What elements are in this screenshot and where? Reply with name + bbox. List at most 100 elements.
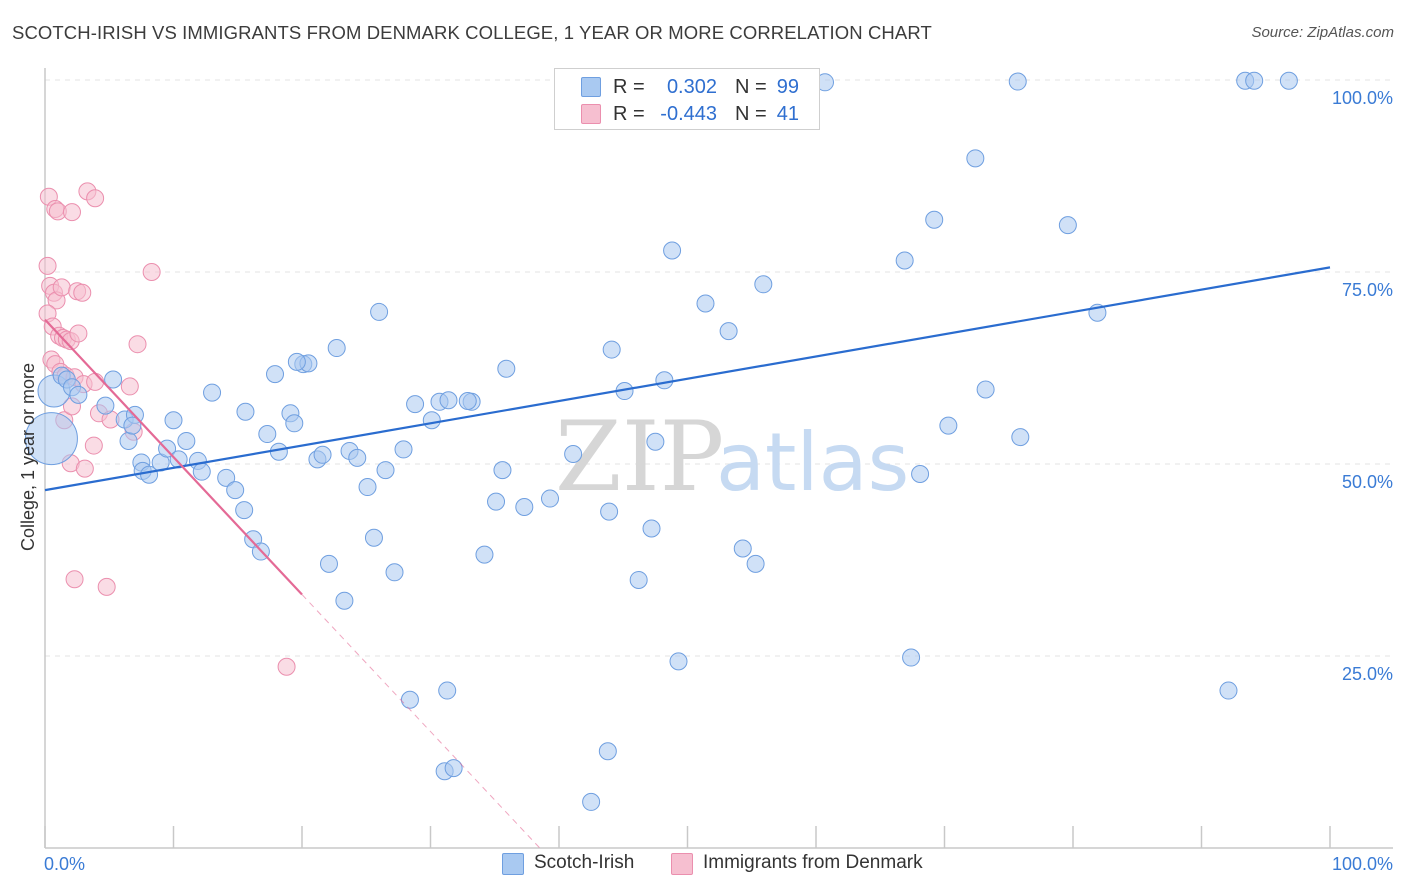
scotch-irish-point <box>895 251 914 270</box>
legend-row-scotch-irish: R = 0.302 N = 99 <box>555 74 819 102</box>
y-tick-label: 25.0% <box>1342 664 1393 684</box>
scotch-irish-point <box>696 294 715 313</box>
scotch-irish-point <box>966 149 985 168</box>
denmark-point <box>120 377 139 396</box>
scotch-irish-point <box>1279 71 1298 90</box>
n-label: N = <box>735 76 767 98</box>
x-tick-label: 0.0% <box>44 854 85 874</box>
scotch-irish-point <box>642 519 661 538</box>
scotch-irish-point <box>582 792 601 811</box>
scotch-irish-point <box>422 411 441 430</box>
scotch-irish-point <box>235 501 254 520</box>
scotch-irish-point <box>177 431 196 450</box>
immigrants-from-denmark-swatch <box>581 104 601 124</box>
scotch-irish-point <box>444 759 463 778</box>
scotch-irish-point <box>96 396 115 415</box>
y-tick-label: 100.0% <box>1332 88 1393 108</box>
scotch-irish-point <box>669 652 688 671</box>
scotch-irish-point <box>564 445 583 464</box>
denmark-point <box>65 570 84 589</box>
denmark-point <box>86 372 105 391</box>
scotch-irish-point <box>104 370 123 389</box>
scotch-irish-point <box>911 464 930 483</box>
chart-title: SCOTCH-IRISH VS IMMIGRANTS FROM DENMARK … <box>12 22 932 43</box>
scotch-irish-point <box>217 468 236 487</box>
series-legend: Scotch-Irish Immigrants from Denmark <box>0 850 1406 878</box>
y-axis-title: College, 1 year or more <box>18 363 38 551</box>
scotch-irish-point <box>335 591 354 610</box>
n-value: 41 <box>776 103 799 125</box>
legend-label-scotch-irish: Scotch-Irish <box>534 852 635 873</box>
scotch-irish-point <box>939 416 958 435</box>
scotch-irish-trend-line <box>44 266 1331 492</box>
denmark-point <box>73 283 92 302</box>
legend-label-immigrants-from-denmark: Immigrants from Denmark <box>703 852 923 873</box>
scotch-irish-point <box>719 322 738 341</box>
r-value: -0.443 <box>660 103 717 125</box>
scotch-irish-point <box>1058 216 1077 235</box>
scotch-irish-point <box>438 681 457 700</box>
scotch-irish-points <box>24 71 1298 811</box>
scotch-irish-point <box>1219 681 1238 700</box>
scotch-irish-point <box>385 563 404 582</box>
r-label: R = <box>613 76 645 98</box>
denmark-trend-line <box>44 318 303 596</box>
y-tick-label: 50.0% <box>1342 472 1393 492</box>
scotch-irish-point <box>976 380 995 399</box>
scotch-irish-point <box>364 528 383 547</box>
scotch-irish-point <box>69 385 88 404</box>
scotch-irish-point <box>119 431 138 450</box>
x-tick-label: 100.0% <box>1332 854 1393 874</box>
scotch-irish-point <box>358 478 377 497</box>
denmark-point <box>84 436 103 455</box>
scotch-irish-point <box>515 498 534 517</box>
denmark-point <box>128 335 147 354</box>
scotch-irish-point <box>287 352 306 371</box>
watermark-atlas: atlas <box>716 416 909 509</box>
correlation-legend: R = 0.302 N = 99 R = -0.443 N = 41 <box>554 68 820 130</box>
chart-source: Source: ZipAtlas.com <box>1251 24 1394 41</box>
denmark-point <box>97 577 116 596</box>
denmark-point <box>86 189 105 208</box>
scotch-irish-point <box>123 416 142 435</box>
scotch-irish-point <box>327 339 346 358</box>
scotch-irish-point <box>164 411 183 430</box>
scotch-irish-point <box>1245 71 1264 90</box>
watermark-zip: ZIP <box>555 401 724 513</box>
scotch-irish-point <box>203 383 222 402</box>
n-value: 99 <box>776 76 799 98</box>
scotch-irish-point <box>487 492 506 511</box>
watermark: ZIP atlas <box>555 401 909 513</box>
y-tick-label: 75.0% <box>1342 280 1393 300</box>
scotch-irish-point <box>400 690 419 709</box>
scotch-irish-point <box>754 275 773 294</box>
scotch-irish-point <box>226 481 245 500</box>
scotch-irish-point <box>497 359 516 378</box>
scotch-irish-point <box>655 371 674 390</box>
scotch-irish-point <box>258 425 277 444</box>
denmark-point <box>277 657 296 676</box>
scotch-irish-point <box>319 554 338 573</box>
scotch-irish-legend-swatch <box>502 853 524 875</box>
scotch-irish-point <box>600 502 619 521</box>
trend-lines <box>44 266 1331 849</box>
scotch-irish-point <box>475 545 494 564</box>
scotch-irish-point <box>629 570 648 589</box>
denmark-trend-extension <box>301 594 541 849</box>
immigrants-from-denmark-legend-swatch <box>671 853 693 875</box>
scotch-irish-point <box>439 391 458 410</box>
scotch-irish-point <box>285 414 304 433</box>
grid-lines <box>45 79 1393 657</box>
scotch-irish-point <box>458 392 477 411</box>
r-label: R = <box>613 103 645 125</box>
scotch-irish-point <box>394 440 413 459</box>
denmark-point <box>52 278 71 297</box>
scotch-irish-point <box>663 241 682 260</box>
scotch-irish-point <box>1008 72 1027 91</box>
scotch-irish-point <box>1011 428 1030 447</box>
scotch-irish-point <box>902 648 921 667</box>
scotch-irish-point <box>376 461 395 480</box>
scotch-irish-point <box>313 445 332 464</box>
denmark-point <box>69 324 88 343</box>
